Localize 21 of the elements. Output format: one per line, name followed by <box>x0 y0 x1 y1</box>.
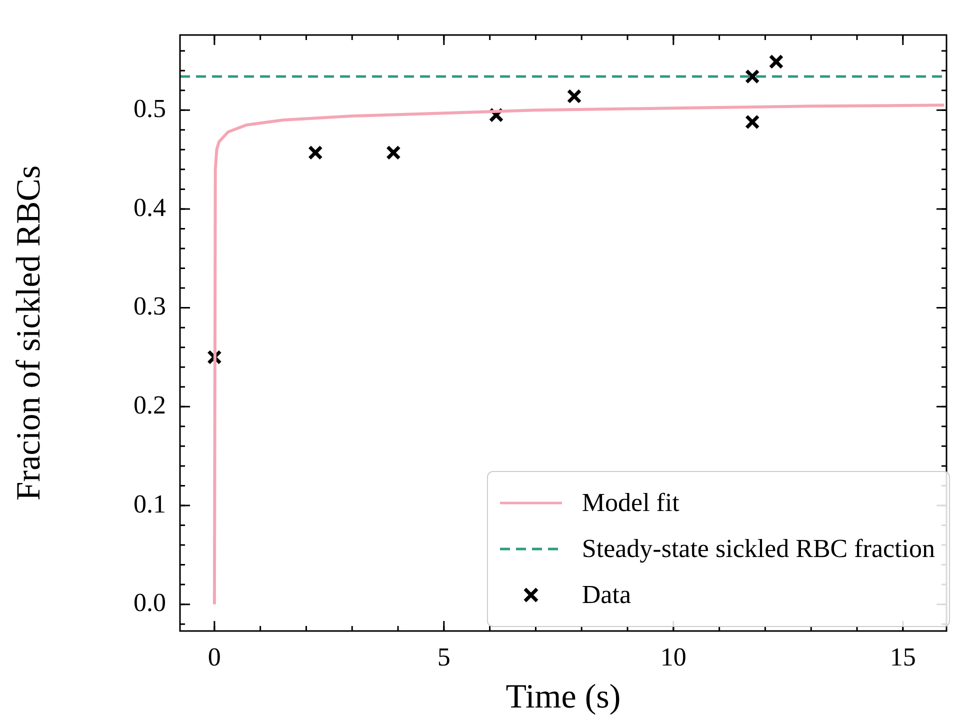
x-tick-label: 15 <box>890 642 916 672</box>
x-axis-title: Time (s) <box>506 678 621 716</box>
y-tick-label: 0.0 <box>134 588 166 618</box>
x-tick-label: 10 <box>660 642 686 672</box>
point <box>744 114 760 130</box>
y-tick-label: 0.2 <box>134 390 166 420</box>
y-tick-label: 0.5 <box>134 94 166 123</box>
y-tick-label: 0.3 <box>134 292 166 321</box>
x-tick-label: 5 <box>437 642 450 672</box>
point <box>768 54 784 70</box>
point <box>744 69 760 84</box>
point <box>566 88 582 104</box>
point <box>386 145 401 160</box>
y-tick-label: 0.1 <box>134 489 166 518</box>
legend-label: Model fit <box>582 488 680 518</box>
y-tick-label: 0.4 <box>134 192 166 222</box>
legend-label: Steady-state sickled RBC fraction <box>582 534 935 564</box>
y-axis-title: Fracion of sickled RBCs <box>10 165 48 501</box>
x-tick-label: 0 <box>208 642 221 672</box>
legend-label: Data <box>582 580 631 610</box>
point <box>308 145 323 160</box>
